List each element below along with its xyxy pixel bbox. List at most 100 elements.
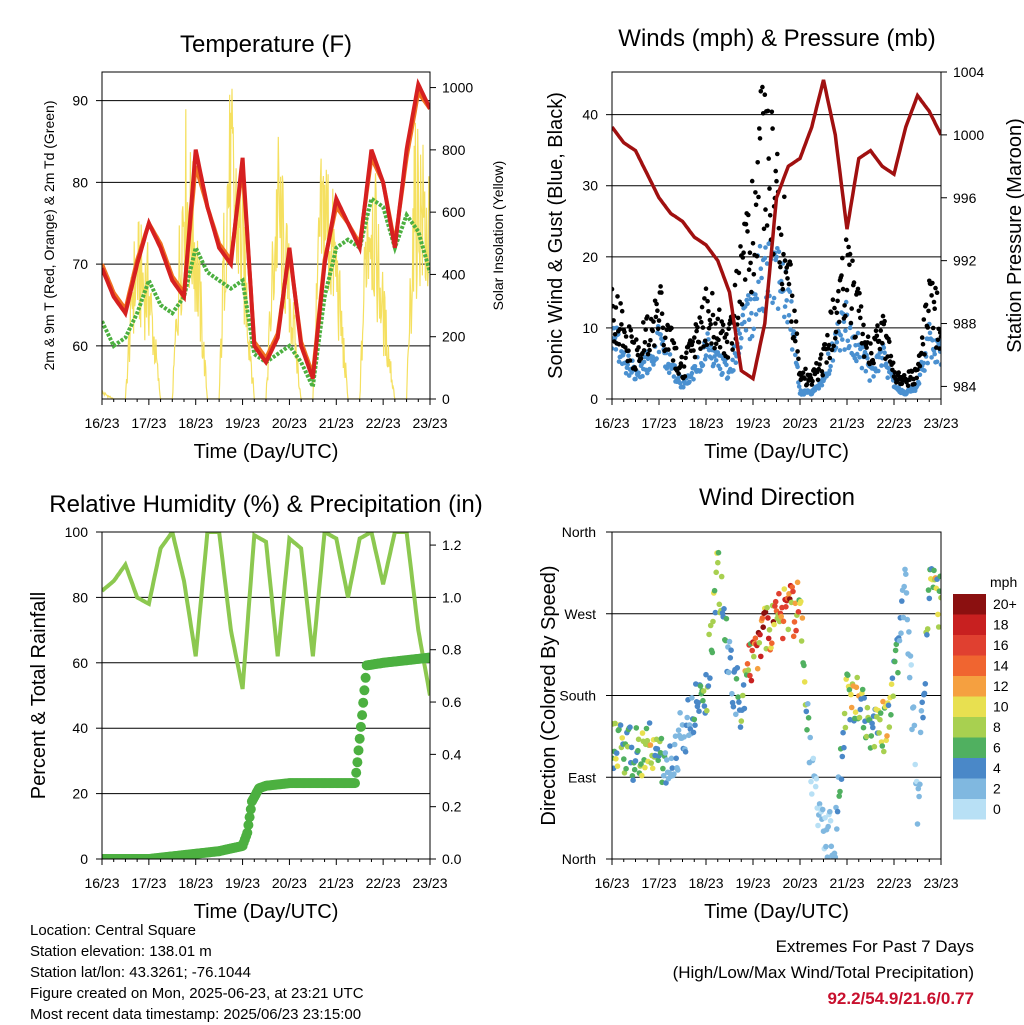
gust-point	[736, 270, 742, 276]
gust-point	[636, 345, 641, 350]
direction-point	[737, 724, 744, 730]
wind-point	[927, 330, 933, 336]
direction-point	[854, 674, 860, 681]
humidity-xtick-label: 22/23	[366, 875, 401, 891]
legend-label: 16	[993, 637, 1009, 653]
wind-point	[796, 384, 802, 389]
gust-point	[765, 108, 771, 114]
direction-point	[911, 722, 918, 729]
gust-point	[707, 317, 713, 323]
temperature-ytick-label: 70	[72, 256, 88, 272]
direction-point	[710, 618, 716, 625]
wind-point	[746, 293, 751, 298]
direction-point	[709, 649, 716, 656]
temperature-xtick-label: 18/23	[178, 415, 213, 431]
humidity-xtick-label: 21/23	[319, 875, 354, 891]
gust-point	[876, 338, 882, 344]
direction-point	[729, 690, 735, 697]
gust-point	[763, 207, 768, 212]
direction-point	[621, 756, 627, 762]
gust-point	[764, 223, 770, 228]
direction-point	[727, 655, 734, 661]
wind-point	[740, 312, 746, 318]
direction-point	[657, 750, 664, 756]
gust-point	[868, 341, 873, 346]
gust-point	[835, 298, 840, 304]
winds-frame	[611, 71, 942, 400]
legend-swatch	[953, 778, 986, 799]
gust-point	[754, 253, 760, 259]
wind-point	[667, 352, 673, 357]
winds-xtick-label: 21/23	[829, 415, 864, 431]
humidity-xlabel: Time (Day/UTC)	[194, 901, 339, 923]
direction-point	[813, 776, 820, 782]
direction-xtick-label: 19/23	[735, 875, 770, 891]
gust-point	[829, 310, 834, 315]
direction-point	[793, 627, 799, 634]
solar-insolation-line	[102, 88, 430, 399]
wind-point	[854, 358, 859, 364]
direction-point	[902, 566, 908, 573]
direction-point	[707, 675, 713, 681]
direction-point	[859, 686, 866, 693]
gust-point	[793, 319, 799, 324]
gust-point	[782, 194, 787, 200]
gust-point	[809, 382, 815, 387]
gust-point	[697, 315, 702, 320]
direction-point	[868, 733, 875, 739]
direction-ytick-label: West	[564, 606, 596, 622]
temperature-y2label: Solar Insolation (Yellow)	[490, 161, 506, 311]
direction-point	[627, 724, 633, 730]
gust-point	[824, 360, 829, 365]
gust-point	[857, 290, 862, 296]
direction-point	[748, 677, 755, 684]
winds-xlabel: Time (Day/UTC)	[704, 441, 849, 463]
temperature-xtick-label: 16/23	[84, 415, 119, 431]
gust-point	[671, 340, 677, 346]
direction-point	[839, 753, 846, 760]
direction-point	[734, 665, 741, 671]
direction-point	[857, 706, 864, 713]
wind-point	[789, 299, 794, 304]
direction-point	[765, 615, 771, 621]
direction-point	[832, 854, 839, 859]
gust-point	[775, 151, 780, 157]
direction-point	[771, 621, 777, 628]
direction-point	[697, 683, 704, 689]
gust-point	[627, 358, 633, 363]
temperature-ytick-label: 80	[72, 174, 88, 190]
gust-point	[633, 367, 638, 372]
direction-point	[801, 679, 808, 685]
gust-point	[713, 321, 718, 326]
direction-point	[903, 590, 910, 596]
direction-point	[613, 756, 619, 762]
gust-point	[874, 333, 880, 339]
direction-point	[675, 727, 682, 733]
wind-point	[932, 351, 937, 357]
humidity-title: Relative Humidity (%) & Precipitation (i…	[49, 491, 482, 518]
humidity-plot-area	[102, 532, 430, 859]
gust-point	[617, 327, 623, 332]
wind-point	[845, 338, 851, 344]
wind-point	[742, 319, 747, 325]
direction-point	[877, 716, 883, 723]
direction-ytick-label: North	[562, 524, 596, 540]
direction-point	[654, 746, 661, 752]
direction-point	[896, 637, 903, 644]
direction-point	[759, 615, 766, 621]
gust-point	[785, 276, 790, 281]
direction-point	[646, 720, 653, 726]
temperature-ytick-label: 60	[72, 338, 88, 354]
winds-y2tick-label: 992	[953, 253, 977, 269]
gust-point	[753, 190, 758, 195]
wind-point	[825, 351, 831, 357]
humidity-xtick-label: 18/23	[178, 875, 213, 891]
wind-point	[784, 298, 789, 303]
gust-point	[648, 338, 653, 343]
direction-point	[633, 725, 640, 731]
direction-point	[658, 735, 665, 742]
direction-point	[916, 793, 922, 800]
legend-swatch	[953, 737, 986, 758]
gust-point	[937, 346, 941, 351]
direction-point	[677, 710, 683, 716]
